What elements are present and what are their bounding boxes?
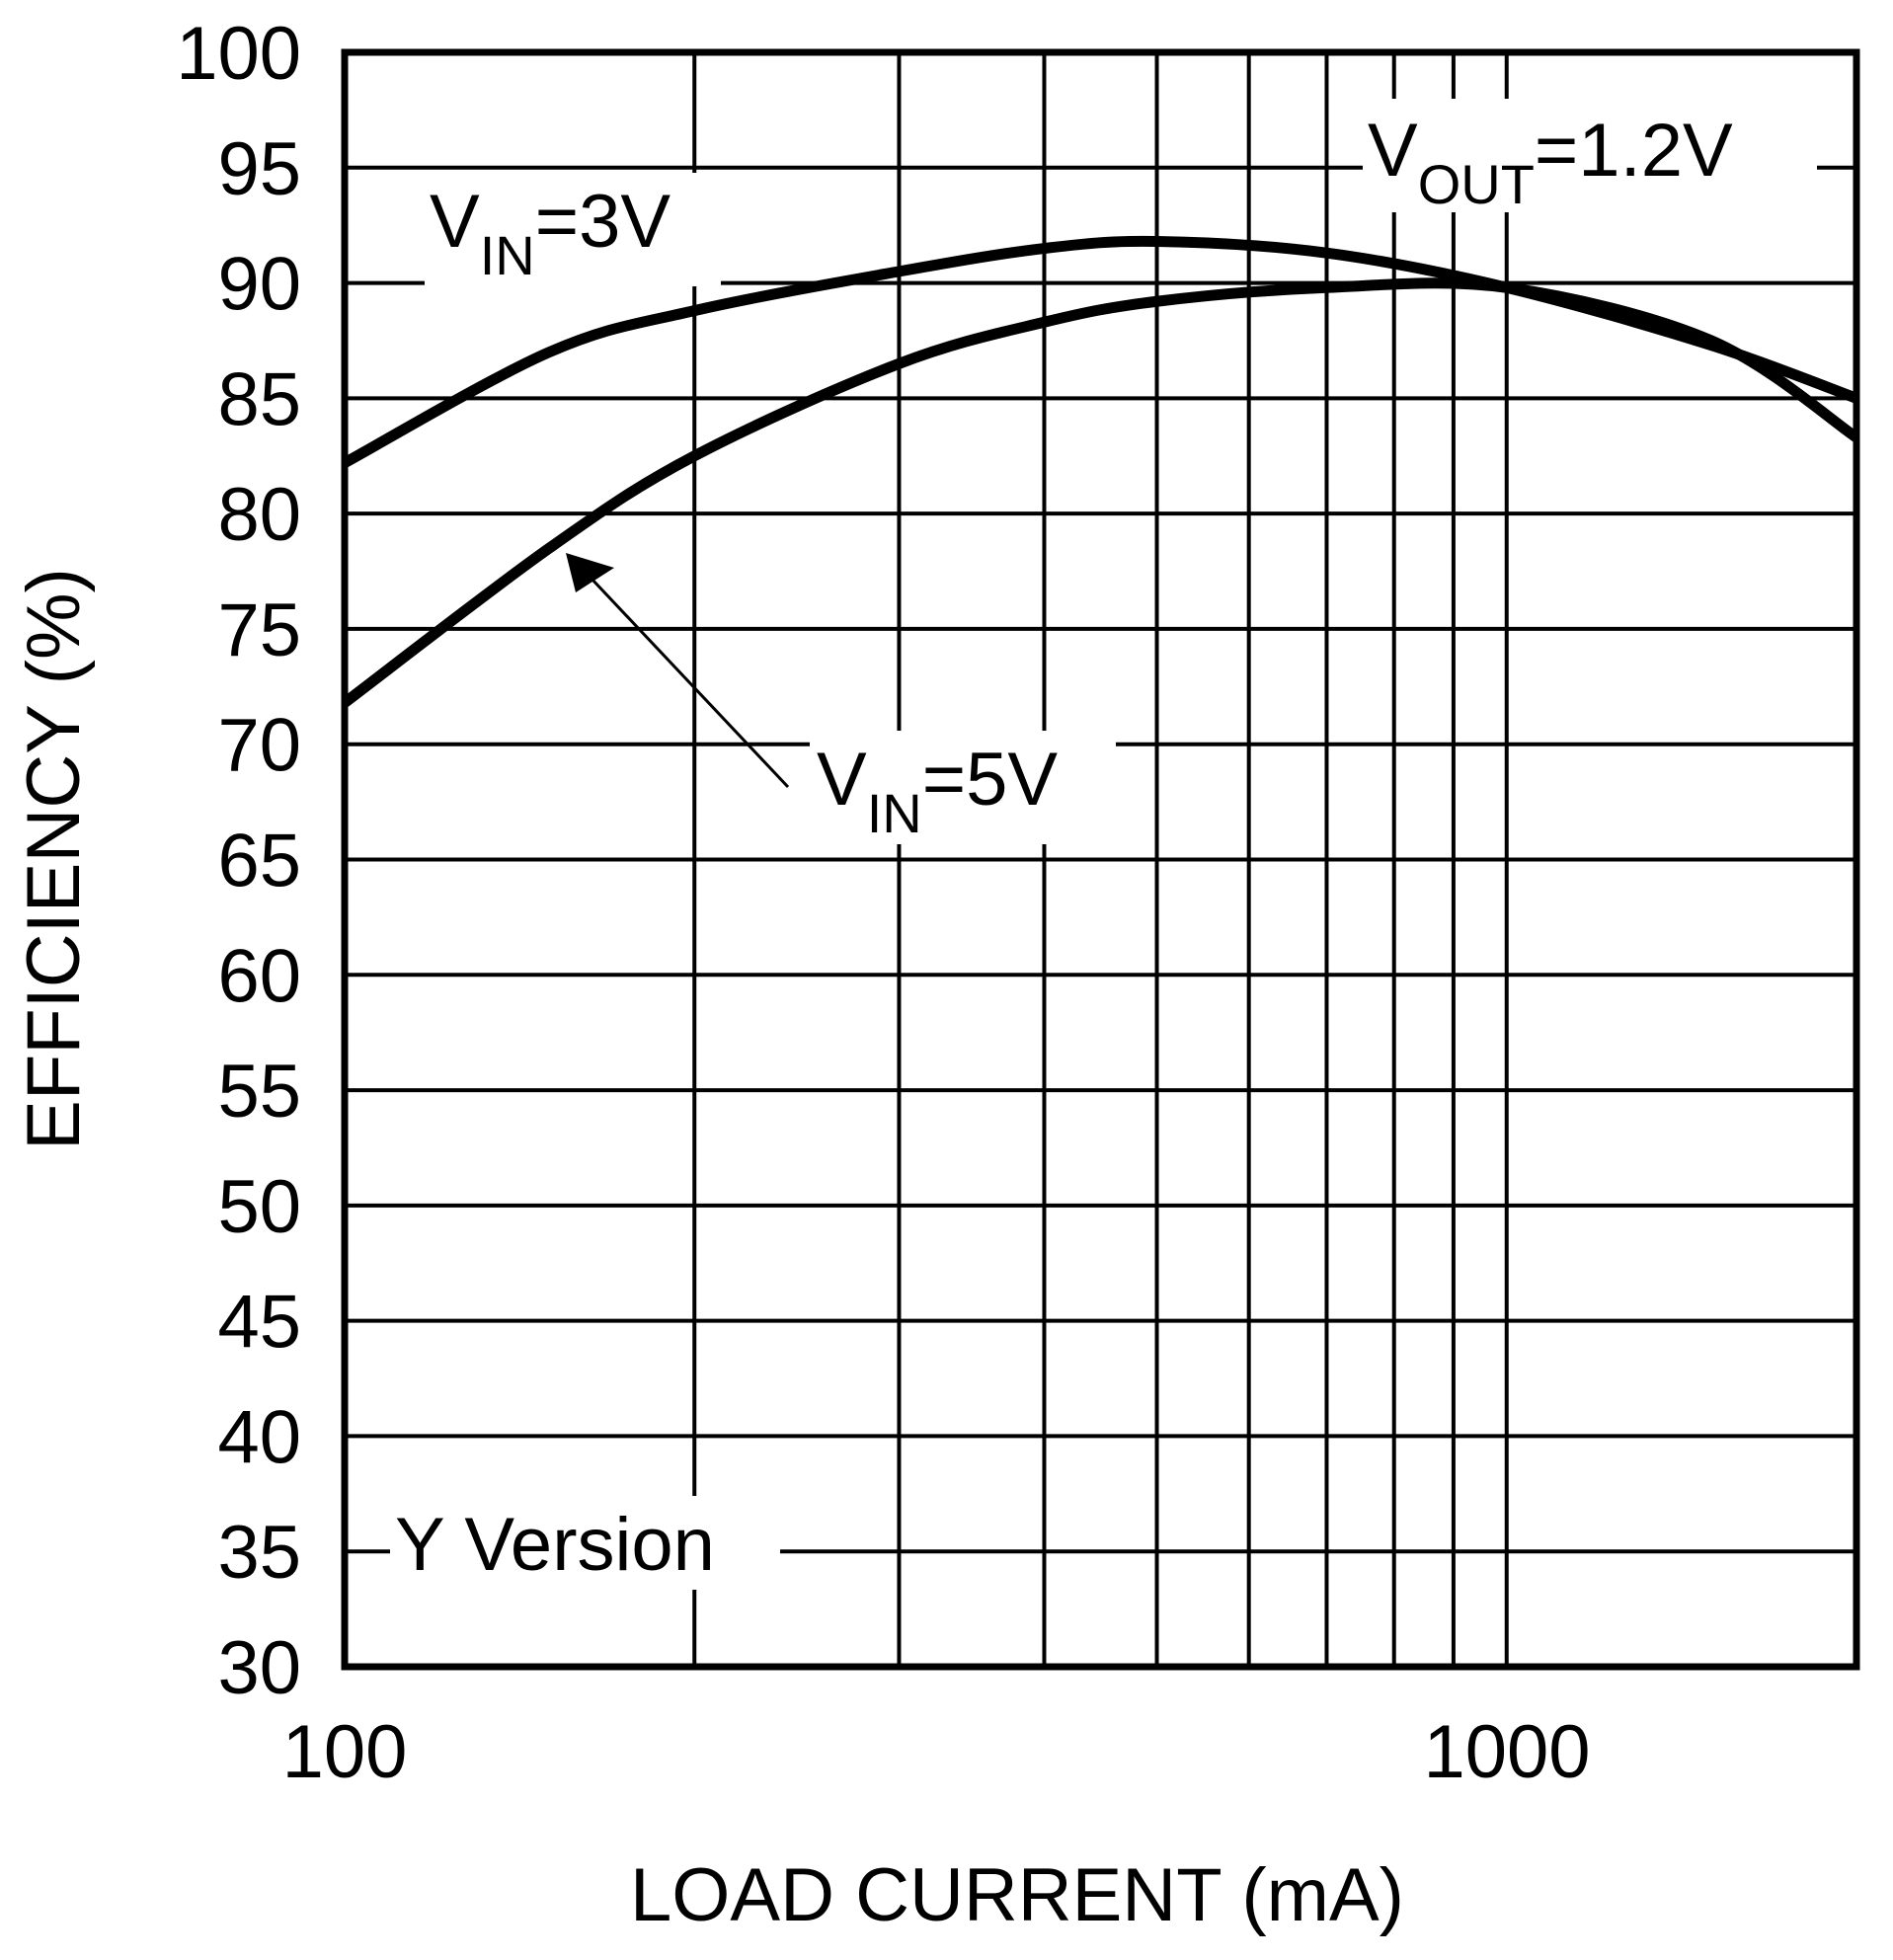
vin5-label: VIN=5V bbox=[817, 738, 1058, 844]
grid-lines bbox=[345, 52, 1856, 1667]
y-tick-label: 50 bbox=[217, 1165, 301, 1249]
x-tick-100: 100 bbox=[282, 1710, 408, 1794]
y-tick-label: 30 bbox=[217, 1626, 301, 1710]
y-tick-label: 65 bbox=[217, 820, 301, 903]
vout-label: VOUT=1.2V bbox=[1368, 109, 1733, 215]
y-tick-label: 85 bbox=[217, 357, 301, 441]
y-tick-label: 40 bbox=[217, 1395, 301, 1479]
y-tick-label: 35 bbox=[217, 1511, 301, 1595]
y-tick-label: 95 bbox=[217, 127, 301, 211]
curve-vin-3v bbox=[342, 235, 1858, 468]
y-tick-label: 100 bbox=[176, 12, 301, 96]
curve-vin-5v bbox=[341, 277, 1860, 708]
x-tick-1000: 1000 bbox=[1423, 1710, 1590, 1794]
y-tick-labels: 100 95 90 85 80 75 70 65 60 55 50 45 40 35 30 bbox=[176, 12, 301, 1710]
y-tick-label: 60 bbox=[217, 934, 301, 1018]
vin3-label: VIN=3V bbox=[430, 180, 670, 286]
plot-frame bbox=[341, 48, 1860, 1671]
y-tick-label: 80 bbox=[217, 473, 301, 557]
y-axis-title: EFFICIENCY (%) bbox=[12, 568, 96, 1150]
y-tick-label: 45 bbox=[217, 1281, 301, 1365]
y-tick-label: 90 bbox=[217, 243, 301, 327]
x-axis-title: LOAD CURRENT (mA) bbox=[630, 1853, 1404, 1937]
y-tick-label: 55 bbox=[217, 1050, 301, 1134]
y-tick-label: 75 bbox=[217, 588, 301, 672]
version-label: Y Version bbox=[395, 1503, 715, 1587]
arrow-icon bbox=[566, 553, 790, 789]
data-curves bbox=[341, 235, 1860, 708]
y-tick-label: 70 bbox=[217, 704, 301, 788]
